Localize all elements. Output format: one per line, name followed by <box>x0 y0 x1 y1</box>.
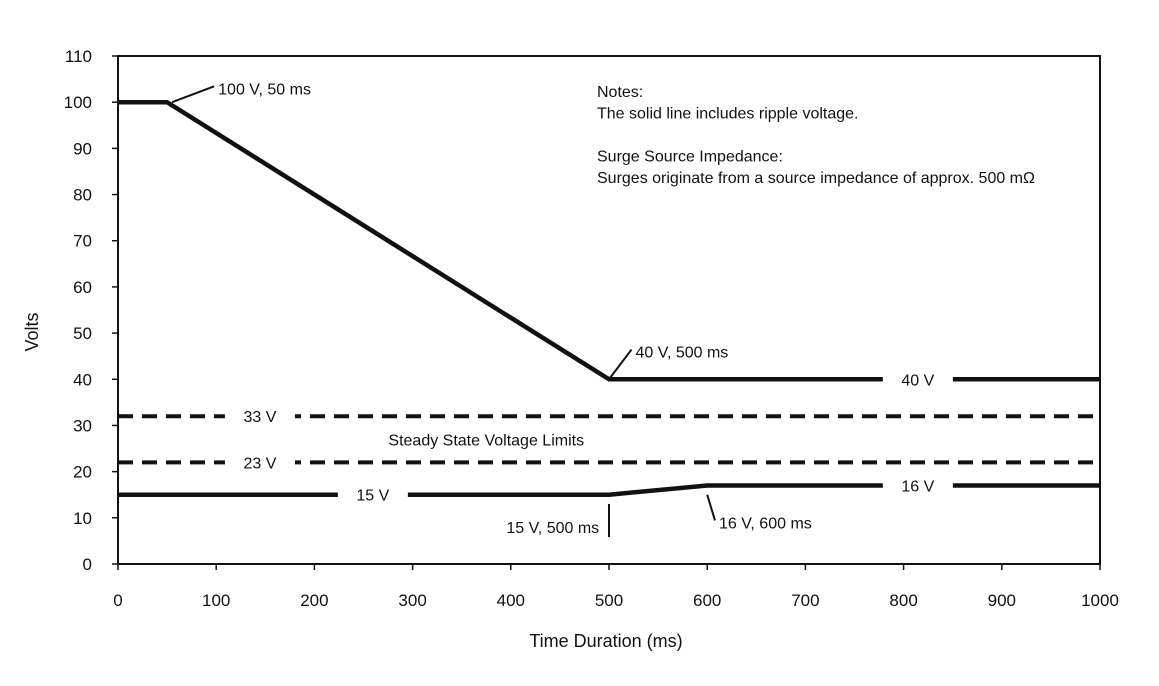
y-tick-label: 40 <box>73 370 92 389</box>
notes-block: Notes: The solid line includes ripple vol… <box>597 84 1035 187</box>
y-tick-label: 70 <box>73 232 92 251</box>
y-axis-title: Volts <box>22 312 42 351</box>
note-line: Notes: <box>597 84 643 101</box>
annotation-leader <box>171 85 215 104</box>
y-tick-label: 80 <box>73 186 92 205</box>
region-label: Steady State Voltage Limits <box>388 432 584 449</box>
y-tick-label: 10 <box>73 509 92 528</box>
series-label: 33 V <box>243 409 276 426</box>
y-tick-label: 90 <box>73 139 92 158</box>
x-tick-label: 600 <box>693 591 721 610</box>
x-axis-ticks: 0 100 200 300 400 500 600 700 800 900 1000 <box>113 564 1119 610</box>
y-tick-label: 110 <box>65 47 92 66</box>
note-line: Surge Source Impedance: <box>597 149 783 166</box>
annotation-label: 100 V, 50 ms <box>218 81 311 98</box>
x-tick-label: 300 <box>398 591 426 610</box>
note-line: The solid line includes ripple voltage. <box>597 106 858 123</box>
series-label: 15 V <box>356 488 389 505</box>
series-label-gap <box>882 367 953 392</box>
annotation-label: 40 V, 500 ms <box>636 345 729 362</box>
annotation-label: 15 V, 500 ms <box>506 520 599 537</box>
series-line-1 <box>118 99 1100 382</box>
series-label: 40 V <box>901 372 934 389</box>
y-tick-label: 60 <box>73 278 92 297</box>
annotation-label: 16 V, 600 ms <box>719 515 812 532</box>
annotation-leader <box>608 348 633 380</box>
y-tick-label: 50 <box>73 324 92 343</box>
y-tick-label: 30 <box>73 416 92 435</box>
series-label-gap <box>882 473 953 498</box>
x-tick-label: 900 <box>988 591 1016 610</box>
series-label-gap <box>224 450 295 475</box>
x-tick-label: 800 <box>889 591 917 610</box>
x-tick-label: 200 <box>300 591 328 610</box>
x-tick-label: 0 <box>113 591 122 610</box>
y-tick-label: 100 <box>64 93 92 112</box>
x-axis-title: Time Duration (ms) <box>529 631 682 651</box>
series-label-gap <box>224 404 295 429</box>
y-axis-ticks: 0 10 20 30 40 50 60 70 80 90 100 110 <box>64 47 118 574</box>
label-layer: 40 V 15 V 33 V 23 V 16 V Steady State Voltage… <box>171 81 953 538</box>
x-tick-label: 700 <box>791 591 819 610</box>
x-tick-label: 500 <box>595 591 623 610</box>
series-label: 23 V <box>243 455 276 472</box>
note-line: Surges originate from a source impedance… <box>597 170 1035 187</box>
y-tick-label: 20 <box>73 463 92 482</box>
series-label: 16 V <box>901 478 934 495</box>
x-tick-label: 1000 <box>1081 591 1119 610</box>
annotation-leader <box>706 494 716 521</box>
x-tick-label: 100 <box>202 591 230 610</box>
y-tick-label: 0 <box>83 555 92 574</box>
series-label-gap <box>337 482 408 507</box>
x-tick-label: 400 <box>497 591 525 610</box>
